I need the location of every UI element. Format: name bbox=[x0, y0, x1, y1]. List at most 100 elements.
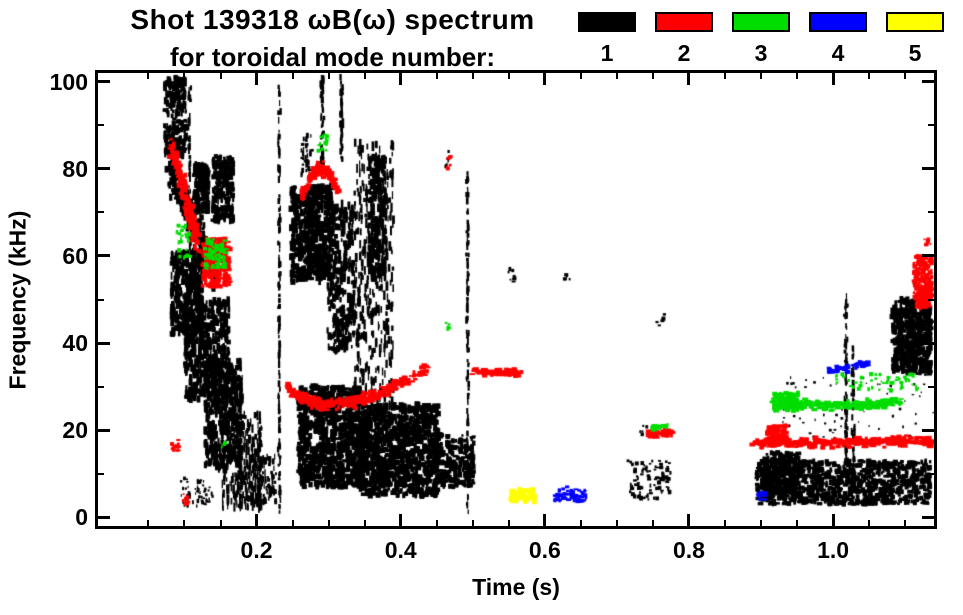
axis-tick bbox=[291, 73, 294, 79]
legend-label-n4: 4 bbox=[831, 40, 845, 66]
axis-tick bbox=[796, 73, 799, 79]
axis-tick bbox=[471, 520, 474, 526]
axis-tick bbox=[904, 73, 907, 79]
legend: 1 2 3 4 5 bbox=[578, 12, 944, 67]
axis-tick bbox=[183, 520, 186, 526]
axis-tick bbox=[928, 298, 934, 301]
legend-item-n3: 3 bbox=[732, 12, 790, 67]
axis-tick bbox=[760, 520, 763, 526]
axis-tick bbox=[579, 520, 582, 526]
axis-tick bbox=[147, 73, 150, 79]
legend-item-n4: 4 bbox=[809, 12, 867, 67]
axis-tick bbox=[928, 385, 934, 388]
axis-tick bbox=[98, 341, 110, 345]
axis-tick bbox=[760, 73, 763, 79]
legend-item-n1: 1 bbox=[578, 12, 636, 67]
axis-tick bbox=[255, 73, 259, 85]
axis-tick bbox=[183, 73, 186, 79]
axis-tick bbox=[831, 514, 835, 526]
y-tick-label: 60 bbox=[62, 242, 88, 269]
legend-label-n3: 3 bbox=[754, 40, 768, 66]
legend-swatch-n3 bbox=[732, 12, 790, 32]
axis-tick bbox=[327, 520, 330, 526]
y-tick-label: 80 bbox=[62, 155, 88, 182]
axis-tick bbox=[928, 124, 934, 127]
axis-tick bbox=[471, 73, 474, 79]
axis-tick bbox=[922, 341, 934, 345]
axis-tick bbox=[399, 73, 403, 85]
axis-tick bbox=[98, 428, 110, 432]
x-tick-label: 0.4 bbox=[384, 537, 417, 563]
axis-tick bbox=[98, 211, 104, 214]
legend-swatch-n4 bbox=[809, 12, 867, 32]
chart-subtitle: for toroidal mode number: bbox=[170, 42, 495, 72]
legend-item-n5: 5 bbox=[886, 12, 944, 67]
y-axis-label: Frequency (kHz) bbox=[4, 210, 31, 390]
legend-swatch-n5 bbox=[886, 12, 944, 32]
axis-tick bbox=[507, 73, 510, 79]
axis-tick bbox=[291, 520, 294, 526]
y-tick-label: 0 bbox=[75, 504, 88, 531]
x-axis-label: Time (s) bbox=[472, 574, 560, 600]
axis-tick bbox=[543, 73, 547, 85]
axis-tick bbox=[687, 514, 691, 526]
axis-tick bbox=[579, 73, 582, 79]
y-tick-label: 100 bbox=[49, 68, 88, 95]
axis-tick bbox=[651, 73, 654, 79]
y-tick-label: 40 bbox=[62, 330, 88, 357]
chart-title: Shot 139318 ωB(ω) spectrum bbox=[130, 4, 535, 35]
axis-tick bbox=[928, 472, 934, 475]
axis-tick bbox=[98, 167, 110, 171]
y-tick-label: 20 bbox=[62, 417, 88, 444]
legend-swatch-n2 bbox=[655, 12, 713, 32]
axis-tick bbox=[327, 73, 330, 79]
axis-tick bbox=[98, 124, 104, 127]
axis-tick bbox=[219, 520, 222, 526]
axis-tick bbox=[868, 520, 871, 526]
axis-tick bbox=[147, 520, 150, 526]
axis-tick bbox=[615, 73, 618, 79]
plot-area bbox=[95, 70, 937, 529]
axis-tick bbox=[724, 520, 726, 526]
x-tick-label: 0.6 bbox=[528, 537, 561, 563]
axis-tick bbox=[255, 514, 259, 526]
axis-tick bbox=[615, 520, 618, 526]
axis-tick bbox=[831, 73, 835, 85]
axis-tick bbox=[687, 73, 691, 85]
axis-tick bbox=[98, 254, 110, 258]
axis-tick bbox=[922, 254, 934, 258]
axis-tick bbox=[868, 73, 871, 79]
legend-label-n5: 5 bbox=[908, 40, 922, 66]
x-tick-label: 1.0 bbox=[817, 537, 850, 563]
x-tick-label: 0.8 bbox=[672, 537, 705, 563]
axis-tick bbox=[435, 73, 438, 79]
axis-tick bbox=[363, 520, 366, 526]
axis-tick bbox=[724, 73, 726, 79]
chart-title-block: Shot 139318 ωB(ω) spectrum for toroidal … bbox=[95, 4, 570, 73]
axis-tick bbox=[796, 520, 799, 526]
axis-tick bbox=[922, 80, 934, 84]
axis-tick bbox=[928, 211, 934, 214]
legend-item-n2: 2 bbox=[655, 12, 713, 67]
x-tick-label: 0.2 bbox=[240, 537, 273, 563]
axis-tick bbox=[98, 385, 104, 388]
axis-tick bbox=[507, 520, 510, 526]
axis-tick bbox=[922, 428, 934, 432]
axis-tick bbox=[651, 520, 654, 526]
legend-label-n2: 2 bbox=[677, 40, 691, 66]
axis-tick bbox=[363, 73, 366, 79]
axis-tick bbox=[98, 515, 110, 519]
axis-tick bbox=[543, 514, 547, 526]
axis-tick bbox=[98, 472, 104, 475]
axis-tick bbox=[219, 73, 222, 79]
legend-swatch-n1 bbox=[578, 12, 636, 32]
axis-tick bbox=[399, 514, 403, 526]
axis-tick bbox=[922, 515, 934, 519]
axis-tick bbox=[435, 520, 438, 526]
axis-tick bbox=[98, 298, 104, 301]
spectrum-canvas bbox=[98, 73, 934, 526]
axis-tick bbox=[98, 80, 110, 84]
legend-label-n1: 1 bbox=[600, 40, 614, 66]
axis-tick bbox=[904, 520, 907, 526]
